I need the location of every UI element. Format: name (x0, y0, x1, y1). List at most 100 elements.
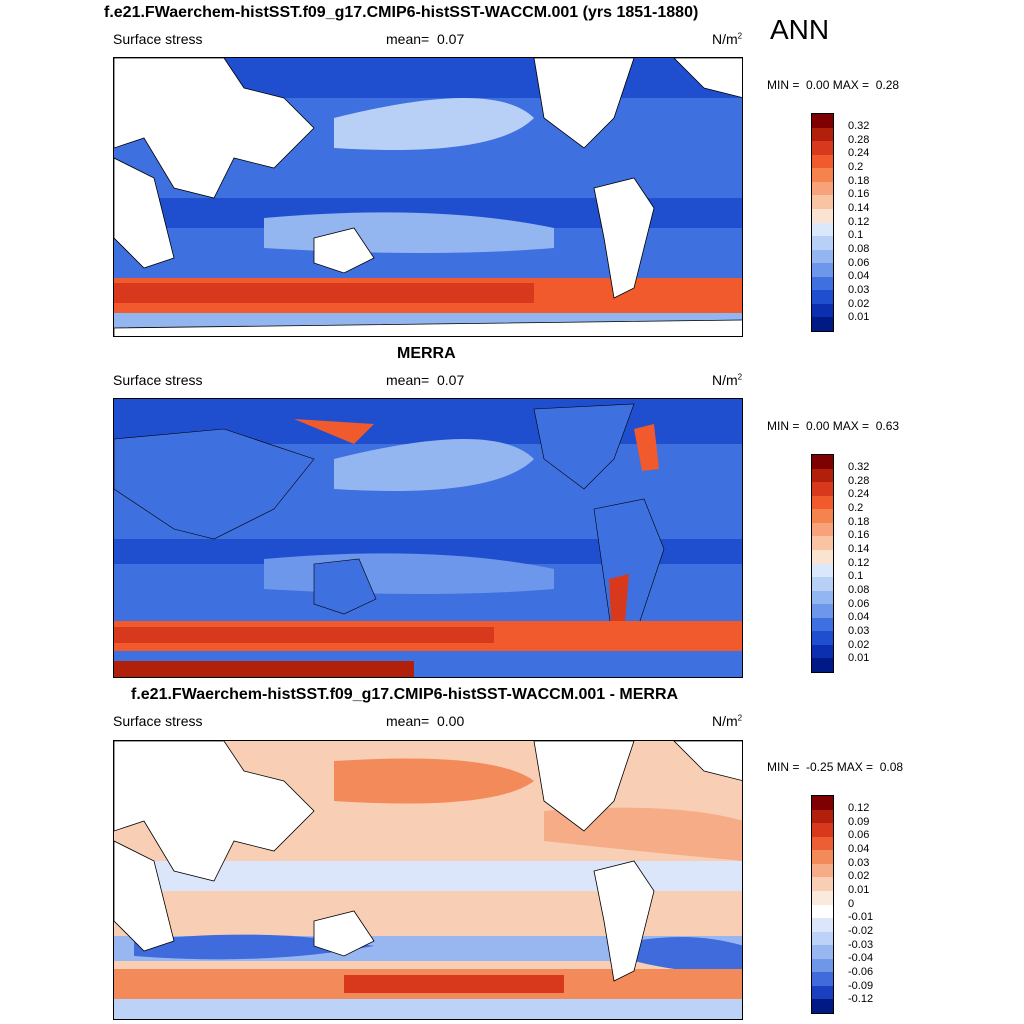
colorbar-cell (812, 522, 833, 537)
colorbar-label: 0.12 (848, 802, 870, 814)
colorbar-label: 0.32 (848, 461, 870, 473)
colorbar-cell (812, 563, 833, 578)
colorbar-label: 0.24 (848, 488, 870, 500)
panel-3-map (113, 740, 743, 1020)
panel-1-colorbar (811, 113, 834, 332)
colorbar-label: 0.28 (848, 475, 870, 487)
colorbar-label: 0.32 (848, 120, 870, 132)
colorbar-label: 0.06 (848, 829, 870, 841)
colorbar-label: 0.09 (848, 816, 870, 828)
panel-2-map-graphic (114, 399, 742, 677)
colorbar-cell (812, 154, 833, 169)
panel-1-variable-label: Surface stress (113, 31, 203, 47)
colorbar-cell (812, 604, 833, 618)
colorbar-label: 0.03 (848, 625, 870, 637)
colorbar-label: 0.2 (848, 161, 864, 173)
colorbar-cell (812, 263, 833, 277)
colorbar-cell (812, 195, 833, 209)
colorbar-label: -0.02 (848, 925, 874, 937)
colorbar-label: 0.02 (848, 639, 870, 651)
panel-3-title: f.e21.FWaerchem-histSST.f09_g17.CMIP6-hi… (131, 686, 679, 703)
colorbar-label: 0.14 (848, 543, 870, 555)
panel-2-unit: N/m2 (712, 372, 743, 388)
colorbar-label: -0.04 (848, 952, 874, 964)
colorbar-cell (812, 931, 833, 946)
colorbar-cell (812, 536, 833, 550)
colorbar-label: 0.03 (848, 857, 870, 869)
colorbar-cell (812, 958, 833, 973)
colorbar-cell (812, 590, 833, 605)
panel-1-min-max: MIN = 0.00 MAX = 0.28 (767, 78, 900, 92)
colorbar-cell (812, 549, 833, 564)
panel-2-colorbar (811, 454, 834, 673)
colorbar-label: 0.04 (848, 843, 870, 855)
colorbar-cell (812, 236, 833, 250)
colorbar-label: 0.1 (848, 229, 864, 241)
colorbar-cell (812, 127, 833, 142)
colorbar-cell (812, 509, 833, 523)
colorbar-cell (812, 222, 833, 237)
colorbar-label: 0.2 (848, 502, 864, 514)
colorbar-cell (812, 644, 833, 659)
colorbar-label: -0.01 (848, 911, 874, 923)
colorbar-label: 0.1 (848, 570, 864, 582)
colorbar-cell (812, 631, 833, 645)
colorbar-cell (812, 495, 833, 510)
colorbar-cell (812, 468, 833, 483)
colorbar-label: 0.12 (848, 557, 870, 569)
colorbar-label: 0.01 (848, 311, 870, 323)
colorbar-label: 0.24 (848, 147, 870, 159)
colorbar-label: -0.09 (848, 980, 874, 992)
colorbar-label: 0.16 (848, 188, 870, 200)
colorbar-cell (812, 168, 833, 182)
colorbar-label: 0.14 (848, 202, 870, 214)
panel-1-map-graphic (114, 58, 742, 336)
colorbar-cell (812, 303, 833, 318)
panel-1-unit: N/m2 (712, 31, 743, 47)
colorbar-cell (812, 985, 833, 1000)
colorbar-label: 0.16 (848, 529, 870, 541)
colorbar-cell (812, 482, 833, 496)
panel-2-mean: mean= 0.07 (386, 372, 465, 388)
panel-3-min-max: MIN = -0.25 MAX = 0.08 (767, 760, 904, 774)
colorbar-label: 0.04 (848, 270, 870, 282)
colorbar-cell (812, 208, 833, 223)
colorbar-cell (812, 918, 833, 932)
colorbar-cell (812, 850, 833, 864)
colorbar-cell (812, 290, 833, 304)
colorbar-cell (812, 181, 833, 196)
colorbar-cell (812, 658, 833, 672)
panel-3-colorbar (811, 795, 834, 1014)
colorbar-label: 0.08 (848, 584, 870, 596)
colorbar-cell (812, 317, 833, 331)
colorbar-label: 0.04 (848, 611, 870, 623)
colorbar-cell (812, 836, 833, 851)
colorbar-cell (812, 999, 833, 1013)
colorbar-label: 0.28 (848, 134, 870, 146)
colorbar-cell (812, 455, 833, 469)
colorbar-cell (812, 890, 833, 905)
colorbar-cell (812, 945, 833, 959)
panel-1-title: f.e21.FWaerchem-histSST.f09_g17.CMIP6-hi… (104, 4, 699, 21)
panel-1-mean: mean= 0.07 (386, 31, 465, 47)
panel-2-variable-label: Surface stress (113, 372, 203, 388)
colorbar-label: 0 (848, 898, 855, 910)
colorbar-cell (812, 823, 833, 837)
panel-1-map (113, 57, 743, 337)
panel-3-unit: N/m2 (712, 713, 743, 729)
colorbar-cell (812, 114, 833, 128)
colorbar-cell (812, 863, 833, 878)
colorbar-cell (812, 617, 833, 632)
colorbar-label: 0.06 (848, 257, 870, 269)
panel-2-min-max: MIN = 0.00 MAX = 0.63 (767, 419, 900, 433)
panel-2-map (113, 398, 743, 678)
colorbar-cell (812, 249, 833, 264)
colorbar-cell (812, 577, 833, 591)
panel-3-map-graphic (114, 741, 742, 1019)
colorbar-cell (812, 276, 833, 291)
colorbar-label: 0.01 (848, 884, 870, 896)
colorbar-label: 0.01 (848, 652, 870, 664)
colorbar-cell (812, 972, 833, 986)
season-label: ANN (770, 14, 830, 45)
colorbar-label: 0.06 (848, 598, 870, 610)
